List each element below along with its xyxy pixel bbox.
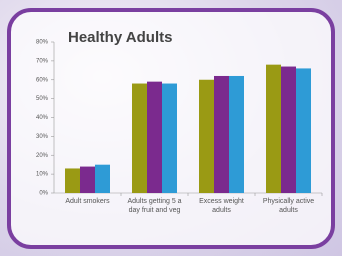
y-tick-label: 60% <box>36 77 49 83</box>
bar <box>296 68 311 193</box>
bar <box>147 82 162 193</box>
x-tick-label: Physically active adults <box>259 197 319 215</box>
screen: Healthy Adults 0% 10% 20% 30% 40% 50% 60% 70% 80… <box>0 0 342 256</box>
chart-title: Healthy Adults <box>68 29 172 46</box>
bar <box>162 84 177 193</box>
bar <box>214 76 229 193</box>
bar <box>266 65 281 193</box>
y-tick-label: 20% <box>36 153 49 159</box>
bar <box>95 165 110 193</box>
y-tick-label: 70% <box>36 58 49 64</box>
bar <box>229 76 244 193</box>
y-tick-label: 0% <box>39 191 48 197</box>
y-tick-label: 10% <box>36 172 49 178</box>
bar <box>199 80 214 193</box>
x-tick-label: Adults getting 5 a day fruit and veg <box>125 197 185 215</box>
x-tick-label: Excess weight adults <box>192 197 252 215</box>
y-tick-label: 30% <box>36 134 49 140</box>
chart: Healthy Adults 0% 10% 20% 30% 40% 50% 60% 70% 80… <box>0 0 342 256</box>
bar <box>132 84 147 193</box>
y-tick-label: 40% <box>36 115 49 121</box>
x-tick-label: Adult smokers <box>58 197 118 206</box>
bar <box>65 168 80 193</box>
y-tick-label: 80% <box>36 40 49 46</box>
y-tick-label: 50% <box>36 96 49 102</box>
bar <box>80 167 95 193</box>
bar <box>281 67 296 193</box>
